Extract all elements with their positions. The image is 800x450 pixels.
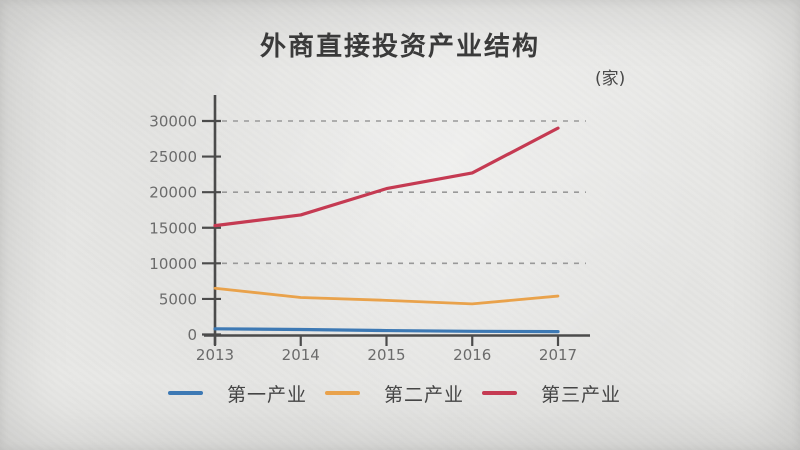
unit-label: (家) [595,69,626,89]
y-tick-label-25000: 25000 [149,148,197,166]
x-tick-label-2013: 2013 [196,346,234,364]
legend-item-tertiary-industry: 第三产业 [482,380,621,407]
legend-label-primary-industry: 第一产业 [227,383,308,406]
series-line-2 [213,126,560,228]
legend-swatch-tertiary-industry [482,391,518,395]
y-tick-label-10000: 10000 [149,255,197,273]
x-tick-label-2014: 2014 [282,346,320,364]
y-tick-label-0: 0 [187,326,197,344]
chart-title: 外商直接投资产业结构 [259,32,540,62]
x-tick-label-2017: 2017 [539,346,577,364]
legend-swatch-secondary-industry [325,391,361,395]
legend-item-primary-industry: 第一产业 [168,380,307,407]
legend-label-secondary-industry: 第二产业 [384,383,465,406]
legend-item-secondary-industry: 第二产业 [325,380,464,407]
legend-label-tertiary-industry: 第三产业 [541,383,622,406]
x-tick-label-2015: 2015 [367,346,405,364]
chart-legend: 第一产业 第二产业 第三产业 [168,380,639,407]
legend-swatch-primary-industry [168,391,203,395]
x-tick-label-2016: 2016 [453,346,491,364]
series-line-1 [213,286,560,306]
y-tick-label-30000: 30000 [149,113,197,131]
y-tick-label-5000: 5000 [159,290,197,308]
y-tick-label-20000: 20000 [149,184,197,202]
y-tick-label-15000: 15000 [149,219,197,237]
series-line-0 [213,327,560,334]
